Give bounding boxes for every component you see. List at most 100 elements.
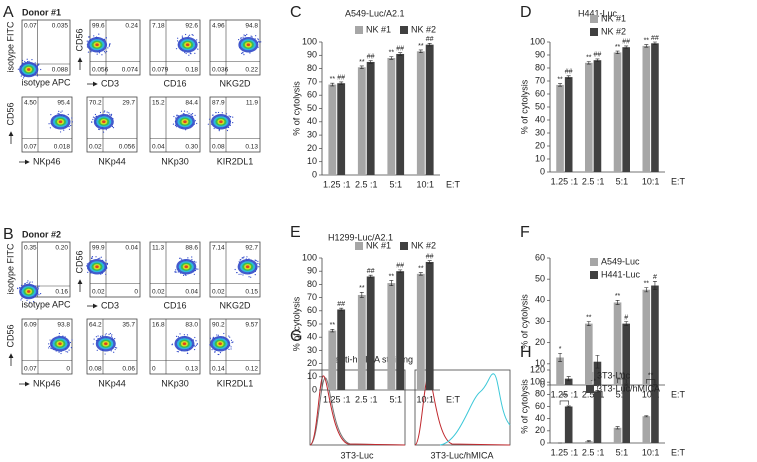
flow-event bbox=[29, 281, 31, 283]
flow-event bbox=[181, 35, 183, 37]
flow-event bbox=[91, 121, 93, 123]
flow-event bbox=[219, 352, 222, 354]
y-tick-label: 80 bbox=[535, 62, 545, 72]
y-tick-label: 90 bbox=[307, 266, 317, 276]
quadrant-percent: 6.09 bbox=[24, 322, 37, 329]
significance-mark: ## bbox=[367, 268, 375, 275]
flow-event bbox=[194, 345, 196, 348]
quadrant-percent: 0.056 bbox=[92, 67, 109, 74]
quadrant-percent: 90.2 bbox=[212, 322, 225, 329]
error-bar bbox=[330, 82, 335, 87]
significance-mark: ## bbox=[651, 35, 659, 42]
flow-event bbox=[187, 257, 189, 259]
histogram-x-label: 3T3-Luc bbox=[340, 450, 374, 460]
flow-event bbox=[228, 335, 230, 337]
flow-density bbox=[182, 342, 187, 346]
flow-event bbox=[229, 336, 231, 338]
quadrant-percent: 0 bbox=[134, 289, 138, 296]
quadrant-percent: 0.35 bbox=[24, 245, 37, 252]
quadrant-percent: 0.16 bbox=[55, 289, 68, 296]
bar bbox=[387, 57, 396, 175]
error-bar bbox=[418, 272, 423, 276]
chart-title: H441-Luc bbox=[578, 8, 618, 18]
flow-event bbox=[28, 282, 30, 284]
error-bar bbox=[339, 307, 344, 312]
error-bar bbox=[427, 260, 432, 264]
flow-event bbox=[175, 335, 178, 337]
flow-event bbox=[186, 111, 188, 113]
flow-event bbox=[32, 300, 35, 303]
quadrant-percent: 99.6 bbox=[92, 23, 105, 30]
flow-event bbox=[246, 33, 248, 36]
flow-event bbox=[242, 36, 244, 38]
flow-x-label: isotype APC bbox=[21, 299, 71, 309]
flow-event bbox=[91, 256, 94, 258]
quadrant-percent: 0 bbox=[66, 366, 70, 373]
flow-event bbox=[182, 274, 185, 277]
significance-mark: ## bbox=[622, 39, 630, 46]
flow-event bbox=[17, 287, 19, 290]
bar bbox=[328, 330, 337, 390]
error-bar bbox=[566, 75, 571, 79]
flow-event bbox=[215, 111, 217, 114]
flow-event bbox=[111, 334, 113, 336]
flow-event bbox=[197, 48, 199, 50]
flow-event bbox=[257, 260, 259, 263]
flow-event bbox=[243, 256, 245, 258]
flow-event bbox=[110, 113, 113, 115]
flow-event bbox=[109, 332, 112, 335]
quadrant-percent: 4.50 bbox=[24, 100, 37, 107]
flow-event bbox=[21, 297, 23, 300]
flow-event bbox=[24, 60, 26, 63]
y-tick-label: 0 bbox=[312, 169, 317, 179]
flow-event bbox=[191, 112, 194, 115]
flow-event bbox=[38, 285, 40, 287]
flow-event bbox=[20, 284, 23, 286]
flow-event bbox=[193, 273, 195, 275]
x-tick-label: 2.5 :1 bbox=[355, 179, 378, 189]
panel-letter: E bbox=[290, 224, 301, 241]
flow-event bbox=[58, 110, 60, 112]
flow-event bbox=[175, 117, 177, 119]
flow-event bbox=[185, 129, 187, 131]
panel-letter: F bbox=[520, 224, 530, 241]
x-axis-label: E:T bbox=[671, 389, 686, 399]
legend-label: NK #2 bbox=[601, 26, 626, 36]
bar bbox=[425, 261, 434, 390]
flow-event bbox=[93, 35, 95, 37]
flow-event bbox=[104, 110, 106, 112]
significance-mark: ** bbox=[557, 76, 563, 83]
quadrant-percent: 0.22 bbox=[245, 67, 258, 74]
flow-event bbox=[26, 58, 28, 60]
significance-mark: ## bbox=[426, 36, 434, 43]
flow-event bbox=[68, 128, 71, 130]
bar bbox=[651, 385, 659, 443]
quadrant-percent: 0.056 bbox=[119, 144, 136, 151]
flow-event bbox=[175, 124, 177, 126]
flow-event bbox=[238, 273, 240, 275]
flow-event bbox=[244, 35, 246, 37]
flow-event bbox=[112, 127, 115, 129]
flow-event bbox=[242, 52, 244, 54]
flow-event bbox=[185, 52, 187, 55]
quadrant-percent: 0.15 bbox=[245, 289, 258, 296]
flow-event bbox=[48, 343, 50, 345]
x-tick-label: 2.5 :1 bbox=[582, 176, 605, 186]
quadrant-percent: 0.13 bbox=[185, 366, 198, 373]
x-tick-label: 10:1 bbox=[642, 176, 660, 186]
flow-event bbox=[105, 129, 107, 131]
histogram-frame bbox=[309, 369, 406, 446]
significance-mark: ** bbox=[418, 265, 424, 272]
flow-event bbox=[26, 299, 28, 301]
flow-density bbox=[58, 120, 63, 124]
error-bar bbox=[624, 383, 629, 386]
flow-density bbox=[95, 43, 99, 47]
flow-event bbox=[38, 294, 40, 296]
significance-mark: ** bbox=[389, 49, 395, 56]
quadrant-percent: 0.02 bbox=[212, 289, 225, 296]
legend-label: A549-Luc bbox=[601, 256, 640, 266]
y-tick-label: 60 bbox=[535, 88, 545, 98]
flow-event bbox=[250, 276, 252, 278]
error-bar bbox=[359, 65, 364, 69]
bar bbox=[556, 84, 564, 172]
